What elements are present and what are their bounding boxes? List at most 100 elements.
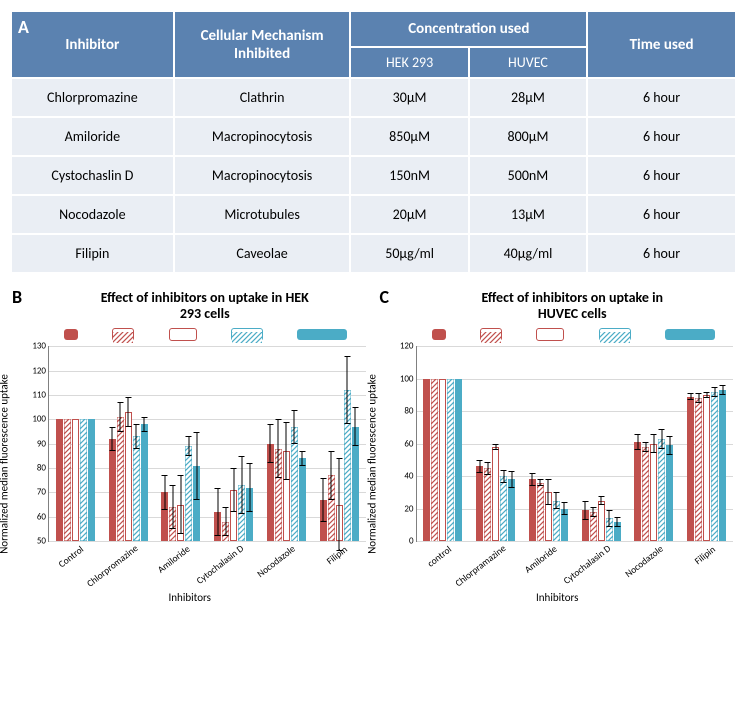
table-cell: Filipin [11, 234, 174, 273]
error-bar [593, 507, 594, 517]
error-bar [270, 424, 271, 463]
bar-group: Cytochalasin D [207, 346, 260, 541]
bar [650, 444, 657, 542]
bar [80, 419, 87, 541]
y-tick: 80 [404, 406, 416, 417]
table-cell: 28μM [469, 78, 587, 117]
bar-group: Control [49, 346, 102, 541]
y-tick: 80 [37, 463, 49, 474]
error-bar [286, 422, 287, 481]
bar-group: Amiloride [522, 346, 575, 541]
table-cell: 50μg/ml [350, 234, 468, 273]
y-tick: 100 [400, 373, 417, 384]
table-cell: 20μM [350, 195, 468, 234]
bar [439, 379, 446, 542]
error-bar [144, 417, 145, 432]
error-bar [653, 434, 654, 454]
y-tick: 40 [404, 471, 416, 482]
chart-c-plot: 020406080100120controlChlorpramazineAmil… [416, 346, 734, 542]
legend-swatch [432, 329, 446, 340]
bar-group: control [417, 346, 470, 541]
table-cell: 800μM [469, 117, 587, 156]
error-bar [355, 407, 356, 446]
x-category-label: Nocodazole [253, 540, 298, 580]
error-bar [217, 488, 218, 537]
table-cell: Chlorpromazine [11, 78, 174, 117]
bar [529, 479, 536, 541]
bar [455, 379, 462, 542]
bar [64, 419, 71, 541]
error-bar [347, 356, 348, 424]
bar [695, 398, 702, 541]
chart-b-ylabel: Normalized median fluorescence uptake [0, 374, 11, 554]
chart-c-xlabel: Inhibitors [536, 591, 579, 604]
bar [658, 439, 665, 541]
error-bar [722, 385, 723, 395]
bar [299, 458, 306, 541]
y-tick: 20 [404, 503, 416, 514]
x-category-label: Filipin [689, 540, 717, 567]
error-bar [172, 485, 173, 529]
y-tick: 110 [32, 389, 49, 400]
error-bar [112, 427, 113, 451]
table-cell: Caveolae [174, 234, 351, 273]
legend-swatch [169, 328, 197, 341]
bar [447, 379, 454, 542]
legend-swatch [112, 328, 134, 341]
table-cell: 6 hour [587, 234, 736, 273]
charts-row: B Effect of inhibitors on uptake in HEK … [10, 288, 737, 604]
th-time: Time used [587, 11, 736, 78]
chart-b-title: Effect of inhibitors on uptake in HEK 29… [40, 290, 370, 322]
error-bar [120, 402, 121, 431]
error-bar [249, 463, 250, 512]
panel-c-label: C [380, 286, 390, 308]
panel-c: C Effect of inhibitors on uptake in HUVE… [378, 288, 738, 604]
error-bar [323, 478, 324, 522]
error-bar [669, 436, 670, 456]
bar [642, 447, 649, 541]
th-inhibitor: Inhibitor [11, 11, 174, 78]
panel-a: A Inhibitor Cellular Mechanism Inhibited… [10, 10, 737, 274]
x-category-label: Cytochalasin D [191, 539, 246, 587]
table-cell: Microtubules [174, 195, 351, 234]
bar [598, 501, 605, 542]
x-category-label: Chlorpromazine [82, 539, 140, 589]
bar [141, 424, 148, 541]
bar-group: Amiloride [155, 346, 208, 541]
chart-b-legend [50, 324, 362, 344]
error-bar [661, 429, 662, 449]
table-cell: 6 hour [587, 156, 736, 195]
bar-group: Filipin [313, 346, 366, 541]
error-bar [601, 496, 602, 506]
error-bar [637, 434, 638, 450]
th-concentration: Concentration used [350, 11, 587, 47]
legend-swatch [599, 328, 631, 341]
error-bar [495, 444, 496, 451]
error-bar [532, 473, 533, 486]
x-category-label: Amiloride [153, 540, 193, 576]
x-category-label: control [422, 540, 453, 569]
error-bar [609, 510, 610, 526]
bar [492, 447, 499, 541]
error-bar [180, 475, 181, 534]
legend-swatch [64, 329, 78, 340]
bar [719, 390, 726, 541]
table-cell: Nocodazole [11, 195, 174, 234]
error-bar [294, 410, 295, 444]
error-bar [136, 424, 137, 448]
table-cell: 13μM [469, 195, 587, 234]
error-bar [556, 492, 557, 508]
bar [703, 395, 710, 541]
bar [484, 468, 491, 541]
chart-c-title: Effect of inhibitors on uptake in HUVEC … [408, 290, 738, 322]
bar [711, 392, 718, 541]
y-tick: 130 [32, 341, 49, 352]
bar [537, 483, 544, 542]
table-cell: 40μg/ml [469, 234, 587, 273]
bar [72, 419, 79, 541]
th-mechanism: Cellular Mechanism Inhibited [174, 11, 351, 78]
chart-b-plot: 5060708090100110120130ControlChlorpromaz… [48, 346, 366, 542]
error-bar [196, 432, 197, 500]
error-bar [564, 502, 565, 515]
bar [508, 479, 515, 541]
